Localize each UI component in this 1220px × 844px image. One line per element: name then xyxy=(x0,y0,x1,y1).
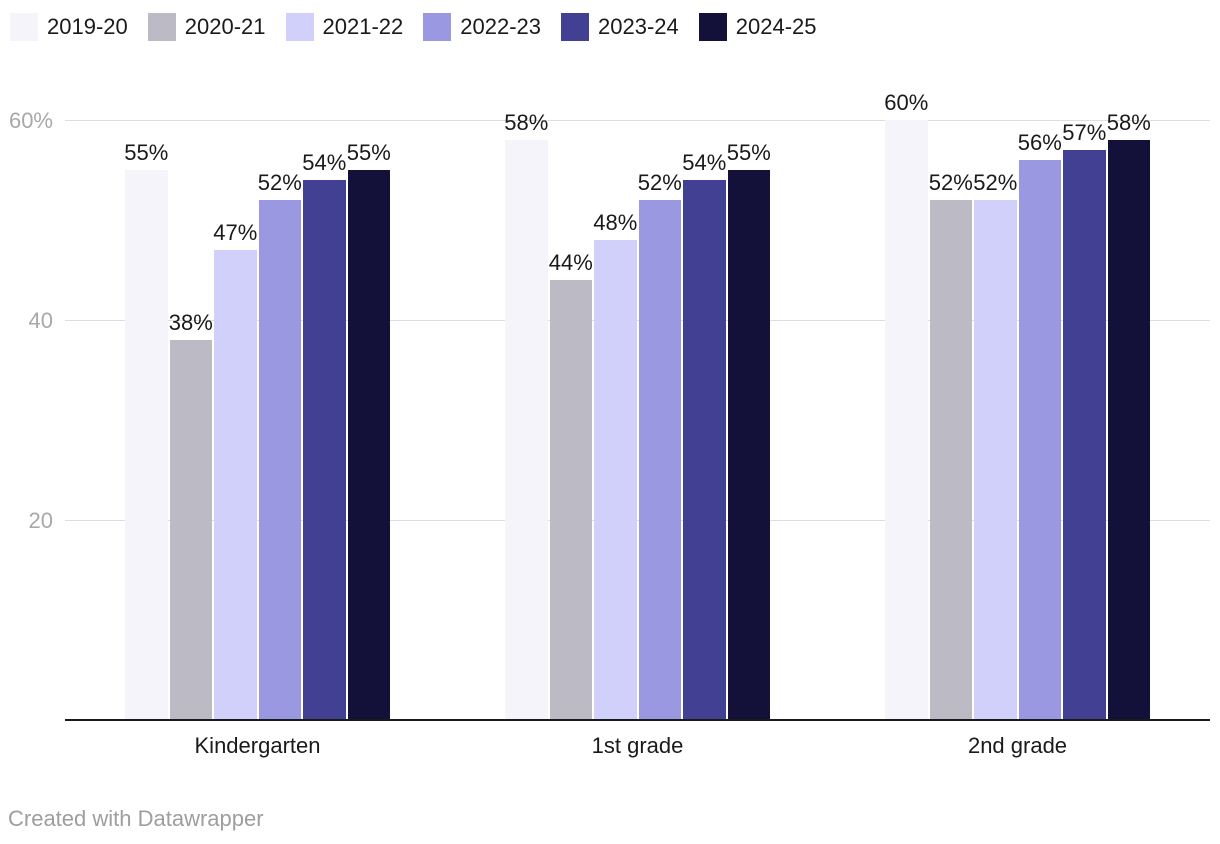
bar xyxy=(594,240,637,720)
legend-label: 2024-25 xyxy=(735,14,817,39)
legend-item: 2024-25 xyxy=(698,13,817,41)
bar-value-label: 55% xyxy=(346,140,391,165)
legend-swatch xyxy=(10,13,38,41)
legend-label: 2021-22 xyxy=(322,14,404,39)
x-category-label: 1st grade xyxy=(591,733,684,758)
bar xyxy=(549,280,592,720)
legend-label: 2022-23 xyxy=(460,14,541,39)
bar-value-label: 52% xyxy=(973,170,1018,195)
legend-swatch xyxy=(561,13,589,41)
legend-item: 2023-24 xyxy=(561,13,679,41)
legend-label: 2020-21 xyxy=(184,14,266,39)
bar-value-label: 58% xyxy=(504,110,549,135)
y-gridline xyxy=(65,120,1210,121)
bar xyxy=(125,170,168,720)
legend-label: 2019-20 xyxy=(47,14,128,39)
y-gridline xyxy=(65,320,1210,321)
legend-item: 2021-22 xyxy=(285,13,404,41)
x-category-label: Kindergarten xyxy=(194,733,321,758)
y-gridline xyxy=(65,520,1210,521)
bar-value-label: 54% xyxy=(682,150,727,175)
bar xyxy=(505,140,548,720)
y-tick-label: 20 xyxy=(28,508,53,533)
bar xyxy=(169,340,212,720)
legend-swatch xyxy=(147,13,176,41)
bar xyxy=(885,120,928,720)
bar-value-label: 60% xyxy=(884,90,929,115)
bar-value-label: 55% xyxy=(124,140,169,165)
legend-swatch xyxy=(423,13,452,41)
bar xyxy=(214,250,257,720)
bar-value-label: 52% xyxy=(928,170,973,195)
bar-value-label: 48% xyxy=(593,210,638,235)
bar-value-label: 55% xyxy=(726,140,771,165)
x-axis-baseline xyxy=(65,719,1210,721)
y-tick-label: 60% xyxy=(8,108,53,133)
legend-swatch xyxy=(285,13,314,41)
bar xyxy=(303,180,346,720)
bar-value-label: 52% xyxy=(637,170,682,195)
bar xyxy=(347,170,390,720)
bar-value-label: 47% xyxy=(213,220,258,245)
bar xyxy=(638,200,681,720)
bar xyxy=(1018,160,1061,720)
legend-label: 2023-24 xyxy=(598,14,679,39)
legend-swatch xyxy=(698,13,727,41)
legend-item: 2020-21 xyxy=(147,13,266,41)
bar xyxy=(974,200,1017,720)
bar-value-label: 38% xyxy=(168,310,213,335)
bar xyxy=(1107,140,1150,720)
x-category-label: 2nd grade xyxy=(967,733,1068,758)
footer-credit: Created with Datawrapper xyxy=(8,806,264,831)
bar xyxy=(727,170,770,720)
legend: 2019-20 2020-21 2021-22 2022-23 2023-24 2024-… xyxy=(10,13,817,41)
legend-item: 2022-23 xyxy=(423,13,541,41)
bar xyxy=(683,180,726,720)
bar-value-label: 57% xyxy=(1062,120,1107,145)
legend-item: 2019-20 xyxy=(10,13,128,41)
bar xyxy=(1063,150,1106,720)
bar-value-label: 54% xyxy=(302,150,347,175)
bar xyxy=(258,200,301,720)
bar-value-label: 44% xyxy=(548,250,593,275)
bar xyxy=(929,200,972,720)
bar-value-label: 52% xyxy=(257,170,302,195)
bar-value-label: 56% xyxy=(1017,130,1062,155)
bar-value-label: 58% xyxy=(1106,110,1151,135)
y-tick-label: 40 xyxy=(28,308,53,333)
